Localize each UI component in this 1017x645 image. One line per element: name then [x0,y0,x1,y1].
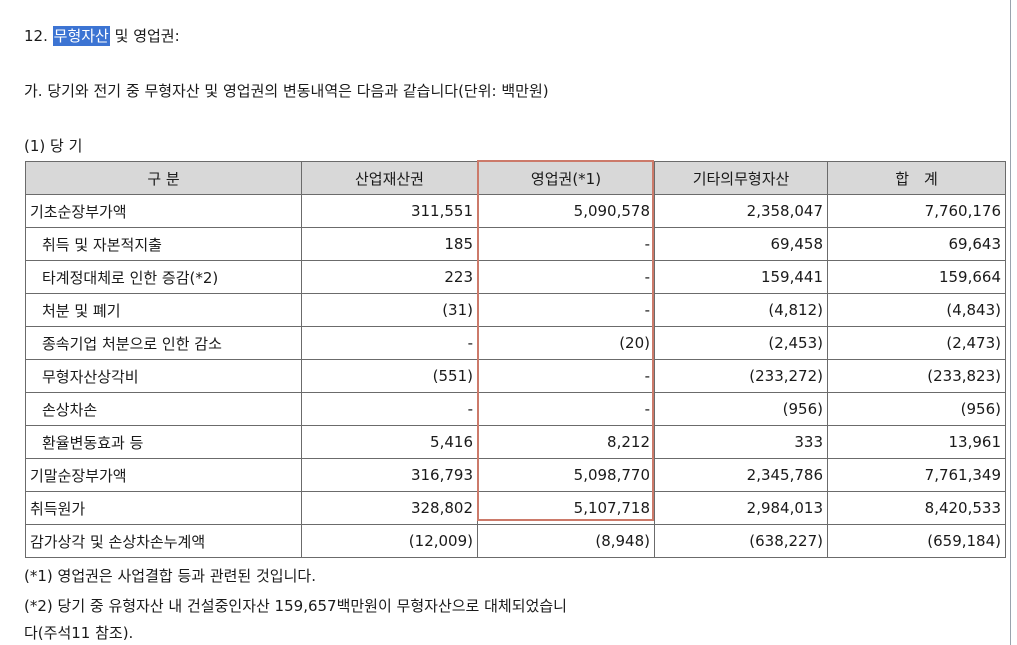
row-label: 기초순장부가액 [25,194,302,228]
table-cell: 159,664 [827,260,1006,294]
footnote-2-line-2: 다(주석11 참조). [24,624,134,642]
table-cell: - [477,227,655,261]
table-header-row: 구 분 산업재산권 영업권(*1) 기타의무형자산 합 계 [25,161,1006,195]
section-title-rest: 및 영업권: [114,27,180,45]
table-cell: (233,272) [654,359,828,393]
row-label: 취득원가 [25,491,302,525]
table-row: 기말순장부가액 316,793 5,098,770 2,345,786 7,761,34… [25,458,1006,492]
table-cell: (2,453) [654,326,828,360]
table-cell: 7,760,176 [827,194,1006,228]
table-row: 취득원가 328,802 5,107,718 2,984,013 8,420,533 [25,491,1006,525]
table-row: 손상차손 - - (956) (956) [25,392,1006,426]
table-cell: (8,948) [477,524,655,558]
table-cell: 328,802 [301,491,478,525]
row-label: 손상차손 [25,392,302,426]
table-cell: 5,090,578 [477,194,655,228]
table-row: 환율변동효과 등 5,416 8,212 333 13,961 [25,425,1006,459]
table-cell: (233,823) [827,359,1006,393]
table-cell: (20) [477,326,655,360]
intangible-assets-table: 구 분 산업재산권 영업권(*1) 기타의무형자산 합 계 기초순장부가액 311,551… [25,161,1006,558]
column-header: 산업재산권 [301,161,478,195]
table-cell: 185 [301,227,478,261]
table-cell: 69,643 [827,227,1006,261]
period-subheading: (1) 당 기 [24,137,83,155]
table-cell: - [477,359,655,393]
table-cell: (638,227) [654,524,828,558]
selected-text-highlight[interactable]: 무형자산 [52,26,110,46]
table-row: 감가상각 및 손상차손누계액 (12,009) (8,948) (638,227) (6… [25,524,1006,558]
table-cell: (2,473) [827,326,1006,360]
row-label: 기말순장부가액 [25,458,302,492]
intro-paragraph: 가. 당기와 전기 중 무형자산 및 영업권의 변동내역은 다음과 같습니다(단… [24,82,549,100]
table-cell: 13,961 [827,425,1006,459]
table-cell: - [477,293,655,327]
table-cell: 159,441 [654,260,828,294]
table-cell: 7,761,349 [827,458,1006,492]
table-row: 처분 및 폐기 (31) - (4,812) (4,843) [25,293,1006,327]
row-label: 종속기업 처분으로 인한 감소 [25,326,302,360]
table-row: 기초순장부가액 311,551 5,090,578 2,358,047 7,760,17… [25,194,1006,228]
footnote-2-line-1: (*2) 당기 중 유형자산 내 건설중인자산 159,657백만원이 무형자산… [24,597,567,615]
table-cell: (12,009) [301,524,478,558]
table-cell: 2,345,786 [654,458,828,492]
table-cell: 333 [654,425,828,459]
table-cell: 5,098,770 [477,458,655,492]
row-label: 환율변동효과 등 [25,425,302,459]
footnote-1: (*1) 영업권은 사업결합 등과 관련된 것입니다. [24,567,316,585]
column-header: 기타의무형자산 [654,161,828,195]
table-row: 무형자산상각비 (551) - (233,272) (233,823) [25,359,1006,393]
table-row: 타계정대체로 인한 증감(*2) 223-159,441 159,664 [25,260,1006,294]
table-cell: (4,812) [654,293,828,327]
table-cell: (956) [654,392,828,426]
table-cell: - [301,326,478,360]
table-cell: - [301,392,478,426]
table-body: 기초순장부가액 311,551 5,090,578 2,358,047 7,760,17… [25,194,1006,558]
row-label: 타계정대체로 인한 증감(*2) [25,260,302,294]
table-cell: 316,793 [301,458,478,492]
window-right-border [1010,0,1011,645]
row-label: 처분 및 폐기 [25,293,302,327]
table-cell: (31) [301,293,478,327]
table-row: 취득 및 자본적지출 185-69,458 69,643 [25,227,1006,261]
column-header: 합 계 [827,161,1006,195]
table-cell: 2,358,047 [654,194,828,228]
table-cell: 311,551 [301,194,478,228]
table-cell: 8,420,533 [827,491,1006,525]
table-cell: 5,107,718 [477,491,655,525]
table-cell: 2,984,013 [654,491,828,525]
section-heading: 12. 무형자산 및 영업권: [24,26,180,46]
section-number: 12. [24,27,48,45]
table-row: 종속기업 처분으로 인한 감소 - (20) (2,453) (2,473) [25,326,1006,360]
table-cell: - [477,260,655,294]
table-cell: 8,212 [477,425,655,459]
row-label: 감가상각 및 손상차손누계액 [25,524,302,558]
table-cell: 69,458 [654,227,828,261]
table-cell: - [477,392,655,426]
table-cell: (659,184) [827,524,1006,558]
row-label: 무형자산상각비 [25,359,302,393]
table-cell: (551) [301,359,478,393]
table-cell: (4,843) [827,293,1006,327]
column-header: 구 분 [25,161,302,195]
table-cell: (956) [827,392,1006,426]
row-label: 취득 및 자본적지출 [25,227,302,261]
table-cell: 223 [301,260,478,294]
table-cell: 5,416 [301,425,478,459]
column-header: 영업권(*1) [477,161,655,195]
